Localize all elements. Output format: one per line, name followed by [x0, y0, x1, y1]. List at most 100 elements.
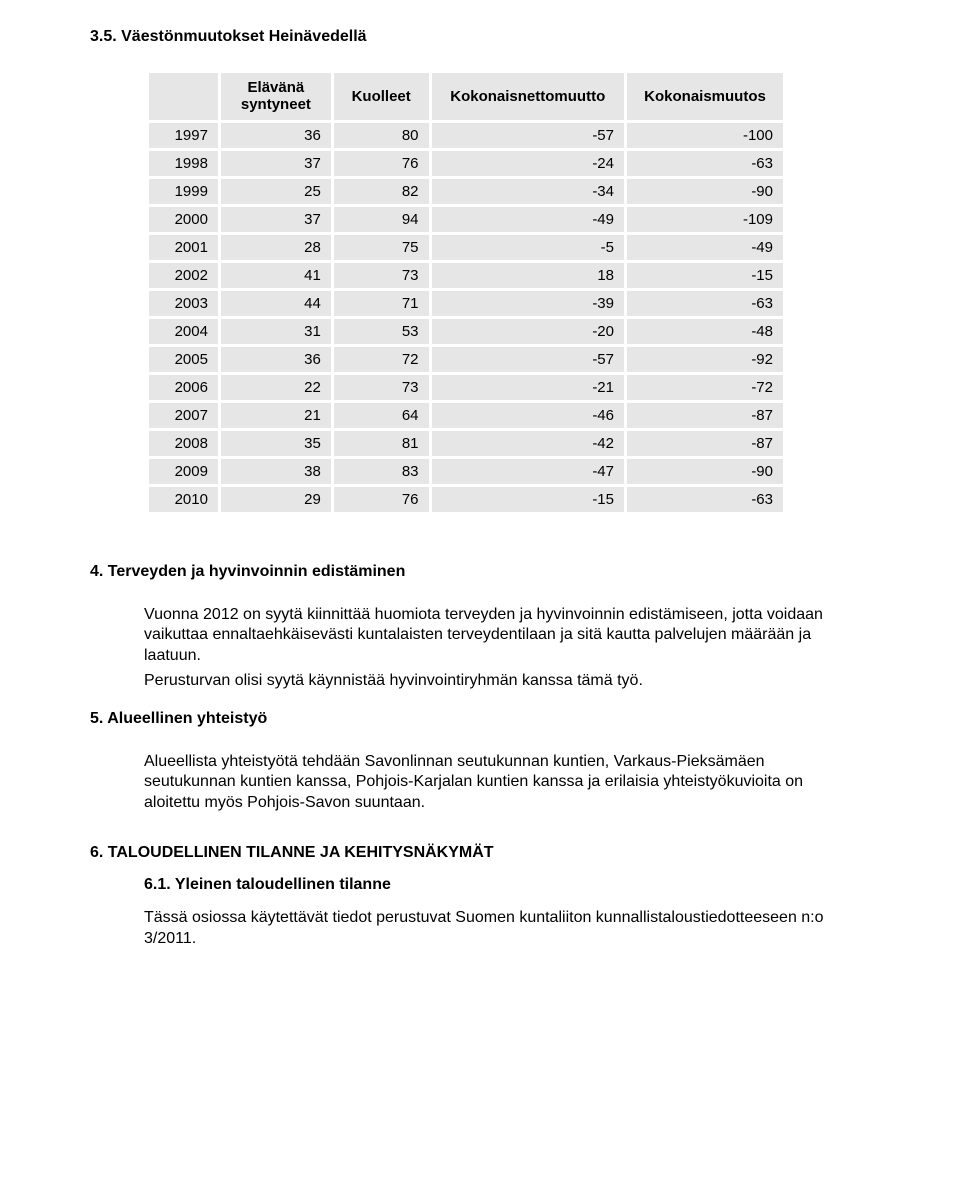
year-cell: 2006 [148, 373, 220, 401]
section-6-1-title: 6.1. Yleinen taloudellinen tilanne [144, 876, 870, 894]
section-5-title: 5. Alueellinen yhteistyö [90, 710, 870, 728]
year-cell: 2001 [148, 233, 220, 261]
value-cell: -63 [626, 289, 785, 317]
value-cell: 36 [219, 121, 332, 149]
table-row: 20003794-49-109 [148, 205, 785, 233]
value-cell: 64 [332, 401, 430, 429]
value-cell: -63 [626, 149, 785, 177]
value-cell: 29 [219, 485, 332, 513]
table-row: 20034471-39-63 [148, 289, 785, 317]
value-cell: -109 [626, 205, 785, 233]
value-cell: -24 [430, 149, 625, 177]
value-cell: 31 [219, 317, 332, 345]
table-row: 20012875-5-49 [148, 233, 785, 261]
value-cell: 25 [219, 177, 332, 205]
col-net-migration: Kokonaisnettomuutto [430, 72, 625, 122]
value-cell: 22 [219, 373, 332, 401]
table-row: 19992582-34-90 [148, 177, 785, 205]
value-cell: 37 [219, 149, 332, 177]
col-born-alive: Elävänä syntyneet [219, 72, 332, 122]
value-cell: 83 [332, 457, 430, 485]
table-row: 20093883-47-90 [148, 457, 785, 485]
year-cell: 2005 [148, 345, 220, 373]
table-row: 19973680-57-100 [148, 121, 785, 149]
year-cell: 2009 [148, 457, 220, 485]
value-cell: -90 [626, 457, 785, 485]
value-cell: 73 [332, 261, 430, 289]
value-cell: -15 [626, 261, 785, 289]
section-6-1-para: Tässä osiossa käytettävät tiedot perustu… [144, 908, 860, 950]
value-cell: -48 [626, 317, 785, 345]
value-cell: 72 [332, 345, 430, 373]
value-cell: 71 [332, 289, 430, 317]
value-cell: 38 [219, 457, 332, 485]
value-cell: 37 [219, 205, 332, 233]
value-cell: -5 [430, 233, 625, 261]
value-cell: 53 [332, 317, 430, 345]
year-cell: 1998 [148, 149, 220, 177]
value-cell: -63 [626, 485, 785, 513]
year-cell: 1999 [148, 177, 220, 205]
value-cell: 21 [219, 401, 332, 429]
year-cell: 2008 [148, 429, 220, 457]
table-row: 19983776-24-63 [148, 149, 785, 177]
col-total-change: Kokonaismuutos [626, 72, 785, 122]
year-cell: 2002 [148, 261, 220, 289]
value-cell: 73 [332, 373, 430, 401]
value-cell: 81 [332, 429, 430, 457]
value-cell: 36 [219, 345, 332, 373]
section-4-title: 4. Terveyden ja hyvinvoinnin edistäminen [90, 563, 870, 581]
year-cell: 2007 [148, 401, 220, 429]
value-cell: -92 [626, 345, 785, 373]
value-cell: 41 [219, 261, 332, 289]
value-cell: -100 [626, 121, 785, 149]
table-row: 2002417318-15 [148, 261, 785, 289]
year-cell: 2000 [148, 205, 220, 233]
section-4-para-2: Perusturvan olisi syytä käynnistää hyvin… [144, 671, 860, 692]
value-cell: 44 [219, 289, 332, 317]
table-row: 20083581-42-87 [148, 429, 785, 457]
table-row: 20053672-57-92 [148, 345, 785, 373]
year-cell: 2003 [148, 289, 220, 317]
section-3-5-title: 3.5. Väestönmuutokset Heinävedellä [90, 28, 870, 46]
year-cell: 2004 [148, 317, 220, 345]
value-cell: 82 [332, 177, 430, 205]
value-cell: -72 [626, 373, 785, 401]
table-row: 20062273-21-72 [148, 373, 785, 401]
value-cell: -57 [430, 121, 625, 149]
value-cell: -34 [430, 177, 625, 205]
population-change-table: Elävänä syntyneet Kuolleet Kokonaisnetto… [146, 70, 786, 515]
value-cell: 76 [332, 149, 430, 177]
value-cell: -46 [430, 401, 625, 429]
table-row: 20102976-15-63 [148, 485, 785, 513]
value-cell: -49 [626, 233, 785, 261]
value-cell: -20 [430, 317, 625, 345]
value-cell: -90 [626, 177, 785, 205]
value-cell: -57 [430, 345, 625, 373]
value-cell: 35 [219, 429, 332, 457]
value-cell: -39 [430, 289, 625, 317]
table-row: 20072164-46-87 [148, 401, 785, 429]
value-cell: -87 [626, 401, 785, 429]
value-cell: 76 [332, 485, 430, 513]
value-cell: 75 [332, 233, 430, 261]
value-cell: 28 [219, 233, 332, 261]
value-cell: -87 [626, 429, 785, 457]
value-cell: -47 [430, 457, 625, 485]
section-4-para-1: Vuonna 2012 on syytä kiinnittää huomiota… [144, 605, 860, 667]
value-cell: -21 [430, 373, 625, 401]
table-row: 20043153-20-48 [148, 317, 785, 345]
year-cell: 1997 [148, 121, 220, 149]
col-deceased: Kuolleet [332, 72, 430, 122]
value-cell: 18 [430, 261, 625, 289]
value-cell: -15 [430, 485, 625, 513]
col-year [148, 72, 220, 122]
value-cell: -42 [430, 429, 625, 457]
section-6-title: 6. TALOUDELLINEN TILANNE JA KEHITYSNÄKYM… [90, 844, 870, 862]
value-cell: 94 [332, 205, 430, 233]
table-header-row: Elävänä syntyneet Kuolleet Kokonaisnetto… [148, 72, 785, 122]
value-cell: 80 [332, 121, 430, 149]
year-cell: 2010 [148, 485, 220, 513]
value-cell: -49 [430, 205, 625, 233]
section-5-para: Alueellista yhteistyötä tehdään Savonlin… [144, 752, 860, 814]
